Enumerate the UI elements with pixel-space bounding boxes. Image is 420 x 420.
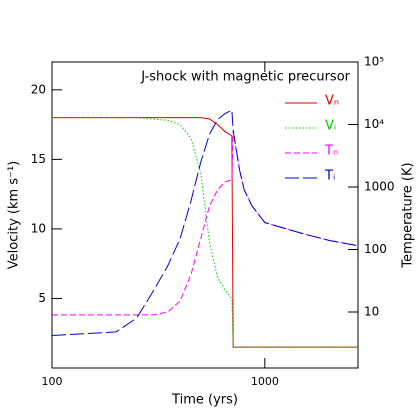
y2-tick-label: 10: [364, 304, 379, 318]
y-tick-label: 5: [38, 291, 46, 305]
y-tick-label: 10: [31, 221, 46, 235]
plot-frame: [51, 61, 359, 369]
y2-tick-label: 10⁵: [364, 55, 384, 69]
series-line: [52, 117, 358, 348]
legend-label: Vᵢ: [325, 119, 336, 134]
annotation: J-shock with magnetic precursor: [140, 70, 350, 85]
y-axis-label: Velocity (km s⁻¹): [7, 161, 22, 269]
y2-tick-label: 1000: [364, 179, 395, 193]
series-line: [52, 117, 358, 348]
y2-tick-label: 10⁴: [364, 117, 384, 131]
y2-axis-label: Temperature (K): [401, 162, 416, 268]
y-tick-label: 20: [31, 82, 46, 96]
legend-label: Tᵢ: [324, 169, 335, 184]
x-axis-label: Time (yrs): [171, 393, 238, 408]
y-tick-label: 15: [31, 152, 46, 166]
x-tick-label: 100: [42, 375, 63, 388]
legend-label: Vₙ: [325, 94, 339, 109]
x-tick-label: 1000: [251, 375, 279, 388]
series-line: [52, 130, 359, 316]
series-line: [51, 109, 359, 337]
y2-tick-label: 100: [364, 242, 387, 256]
legend-label: Tₙ: [324, 144, 338, 159]
